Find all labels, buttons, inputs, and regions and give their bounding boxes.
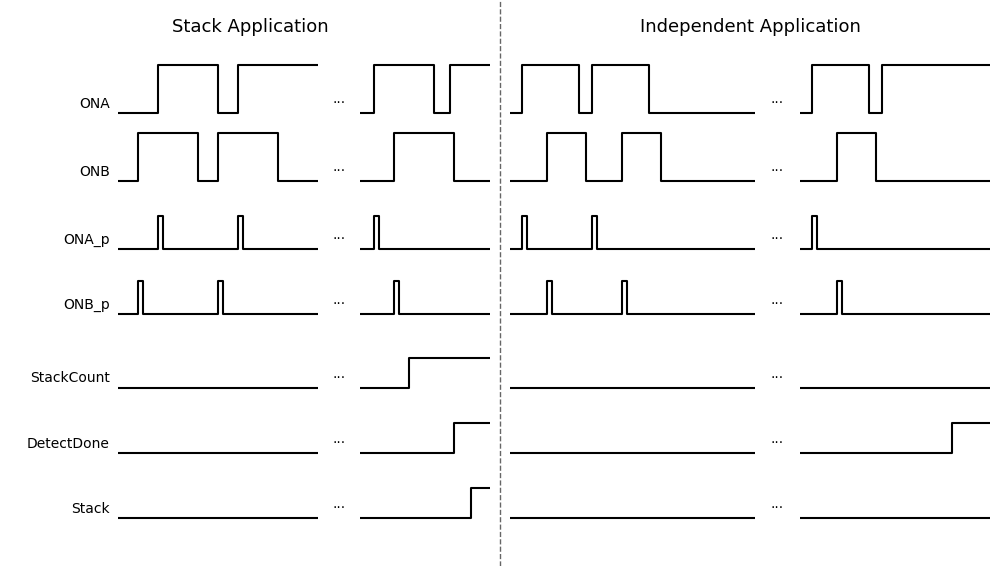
Text: ...: ... [332,497,346,511]
Text: ...: ... [332,432,346,446]
Text: ONB_p: ONB_p [63,298,110,312]
Text: Independent Application: Independent Application [640,18,860,36]
Text: ONA: ONA [79,97,110,111]
Text: ONA_p: ONA_p [63,233,110,247]
Text: ...: ... [771,228,784,242]
Text: ...: ... [771,92,784,106]
Text: Stack Application: Stack Application [172,18,328,36]
Text: ...: ... [771,293,784,307]
Text: ...: ... [771,497,784,511]
Text: StackCount: StackCount [30,371,110,385]
Text: ...: ... [771,160,784,174]
Text: ONB: ONB [79,165,110,179]
Text: DetectDone: DetectDone [27,436,110,451]
Text: ...: ... [332,293,346,307]
Text: Stack: Stack [71,501,110,516]
Text: ...: ... [771,432,784,446]
Text: ...: ... [332,160,346,174]
Text: ...: ... [332,228,346,242]
Text: ...: ... [332,367,346,381]
Text: ...: ... [332,92,346,106]
Text: ...: ... [771,367,784,381]
